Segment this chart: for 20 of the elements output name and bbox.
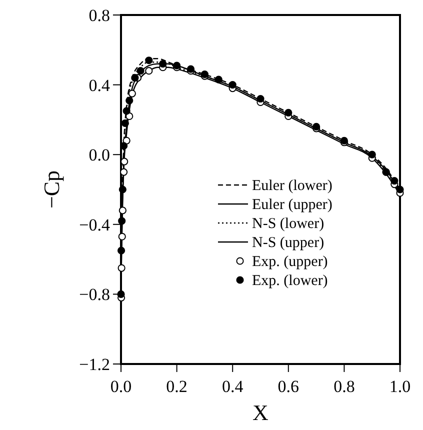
x-tick-label: 0.0 (110, 377, 132, 396)
legend-label: N-S (upper) (252, 235, 324, 251)
legend-label: Exp. (upper) (252, 254, 328, 270)
legend-label: Exp. (lower) (252, 273, 328, 289)
legend-label: N-S (lower) (252, 216, 324, 232)
x-tick-label: 0.8 (334, 377, 355, 396)
legend-label: Euler (lower) (252, 178, 332, 194)
y-axis-title: −Cp (39, 170, 64, 209)
x-axis-title: X (252, 400, 269, 425)
x-tick-label: 0.2 (166, 377, 188, 396)
x-tick-label: 0.4 (222, 377, 244, 396)
y-tick-label: 0.0 (88, 146, 110, 165)
y-tick-label: −1.2 (79, 355, 110, 374)
y-tick-label: −0.8 (79, 285, 110, 304)
x-tick-label: 0.6 (278, 377, 300, 396)
x-tick-label: 1.0 (389, 377, 411, 396)
y-tick-label: 0.8 (88, 6, 110, 25)
y-tick-label: 0.4 (88, 76, 110, 95)
y-tick-label: −0.4 (79, 215, 110, 234)
legend-label: Euler (upper) (252, 197, 332, 213)
